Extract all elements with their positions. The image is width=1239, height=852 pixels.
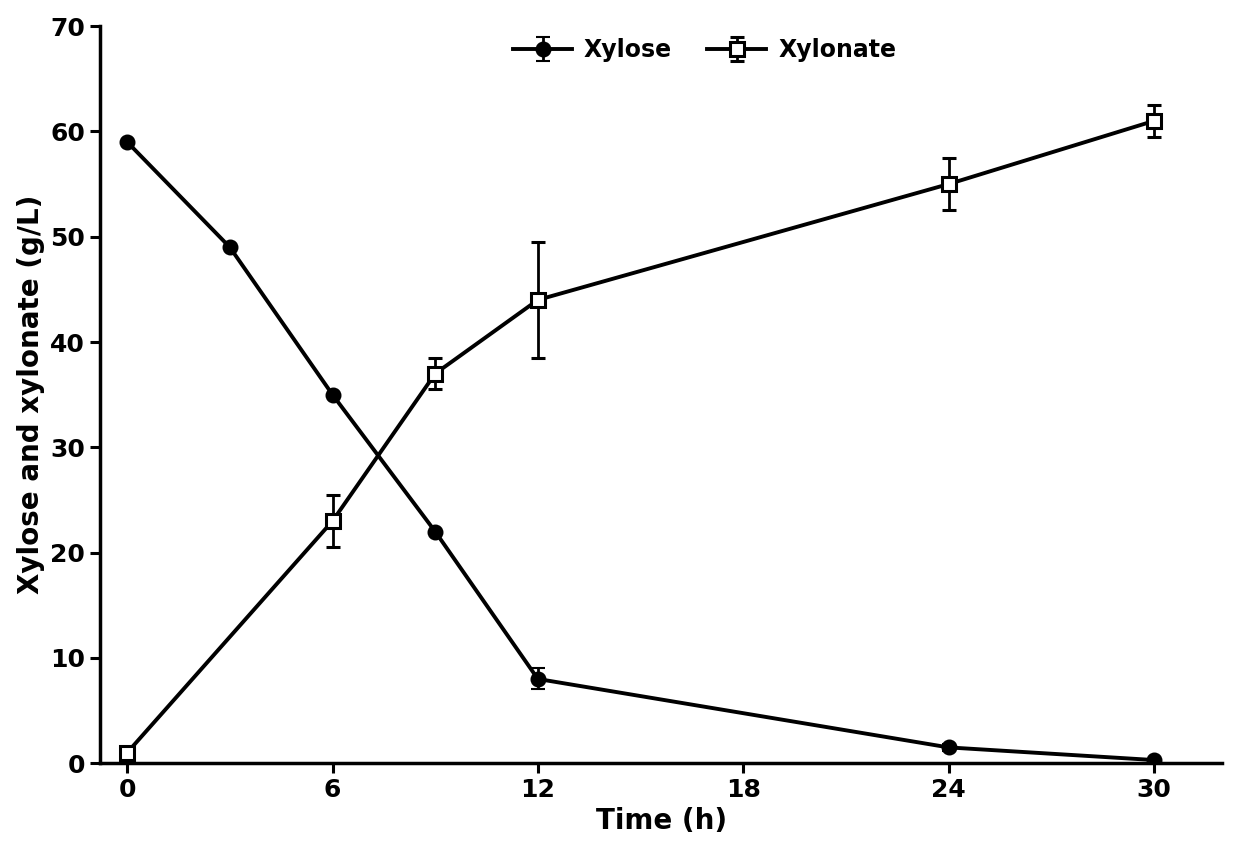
Y-axis label: Xylose and xylonate (g/L): Xylose and xylonate (g/L) bbox=[16, 195, 45, 595]
X-axis label: Time (h): Time (h) bbox=[596, 808, 726, 835]
Legend: Xylose, Xylonate: Xylose, Xylonate bbox=[513, 38, 896, 62]
